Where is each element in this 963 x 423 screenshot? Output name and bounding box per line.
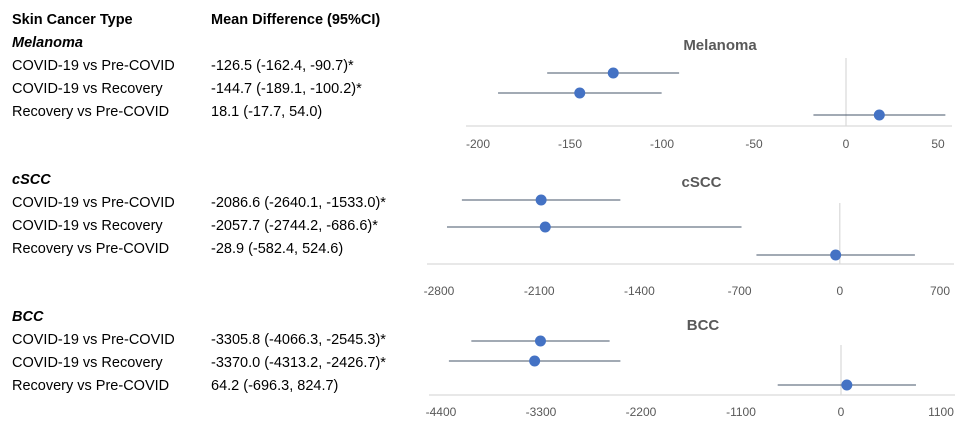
row-label: COVID-19 vs Pre-COVID bbox=[12, 58, 175, 74]
row-label: COVID-19 vs Recovery bbox=[12, 355, 163, 371]
x-tick-label: -2100 bbox=[524, 284, 555, 298]
row-value: -3370.0 (-4313.2, -2426.7)* bbox=[211, 355, 386, 371]
x-tick-label: -2200 bbox=[626, 405, 657, 419]
mean-point bbox=[535, 194, 547, 206]
row-value: -2086.6 (-2640.1, -1533.0)* bbox=[211, 195, 386, 211]
x-tick-label: -100 bbox=[650, 137, 674, 151]
x-tick-label: -1100 bbox=[726, 405, 756, 419]
x-tick-label: -150 bbox=[558, 137, 582, 151]
x-tick-label: -700 bbox=[728, 284, 752, 298]
row-label: Recovery vs Pre-COVID bbox=[12, 241, 170, 257]
x-tick-label: -200 bbox=[466, 137, 490, 151]
row-value: -3305.8 (-4066.3, -2545.3)* bbox=[211, 332, 386, 348]
x-tick-label: 1100 bbox=[928, 405, 954, 419]
mean-point bbox=[529, 355, 541, 367]
plot-title: cSCC bbox=[681, 174, 721, 191]
plot-title: Melanoma bbox=[683, 37, 757, 54]
row-label: Recovery vs Pre-COVID bbox=[12, 104, 170, 120]
mean-point bbox=[539, 221, 551, 233]
x-tick-label: -3300 bbox=[526, 405, 557, 419]
mean-point bbox=[873, 109, 885, 121]
row-label: Recovery vs Pre-COVID bbox=[12, 378, 170, 394]
row-label: COVID-19 vs Recovery bbox=[12, 81, 163, 97]
x-tick-label: 0 bbox=[843, 137, 850, 151]
mean-point bbox=[830, 249, 842, 261]
row-label: COVID-19 vs Pre-COVID bbox=[12, 332, 175, 348]
row-value: -2057.7 (-2744.2, -686.6)* bbox=[211, 218, 378, 234]
row-label: COVID-19 vs Pre-COVID bbox=[12, 195, 175, 211]
x-tick-label: -4400 bbox=[426, 405, 457, 419]
row-value: 18.1 (-17.7, 54.0) bbox=[211, 104, 323, 120]
x-tick-label: 50 bbox=[931, 137, 945, 151]
mean-point bbox=[534, 335, 546, 347]
header-type: Skin Cancer Type bbox=[12, 12, 133, 28]
plot-title: BCC bbox=[687, 317, 720, 334]
group-title-bcc: BCC bbox=[12, 309, 44, 325]
x-tick-label: 0 bbox=[836, 284, 843, 298]
x-tick-label: 700 bbox=[930, 284, 950, 298]
header-mean-difference: Mean Difference (95%CI) bbox=[211, 12, 381, 28]
row-value: -144.7 (-189.1, -100.2)* bbox=[211, 81, 362, 97]
x-tick-label: -2800 bbox=[424, 284, 455, 298]
group-title-melanoma: Melanoma bbox=[12, 35, 83, 51]
row-label: COVID-19 vs Recovery bbox=[12, 218, 163, 234]
x-tick-label: 0 bbox=[838, 405, 845, 419]
x-tick-label: -1400 bbox=[624, 284, 655, 298]
row-value: -126.5 (-162.4, -90.7)* bbox=[211, 58, 354, 74]
group-title-cscc: cSCC bbox=[12, 172, 51, 188]
row-value: -28.9 (-582.4, 524.6) bbox=[211, 241, 344, 257]
x-tick-label: -50 bbox=[745, 137, 763, 151]
mean-point bbox=[841, 379, 853, 391]
mean-point bbox=[574, 87, 586, 99]
row-value: 64.2 (-696.3, 824.7) bbox=[211, 378, 339, 394]
mean-point bbox=[607, 67, 619, 79]
